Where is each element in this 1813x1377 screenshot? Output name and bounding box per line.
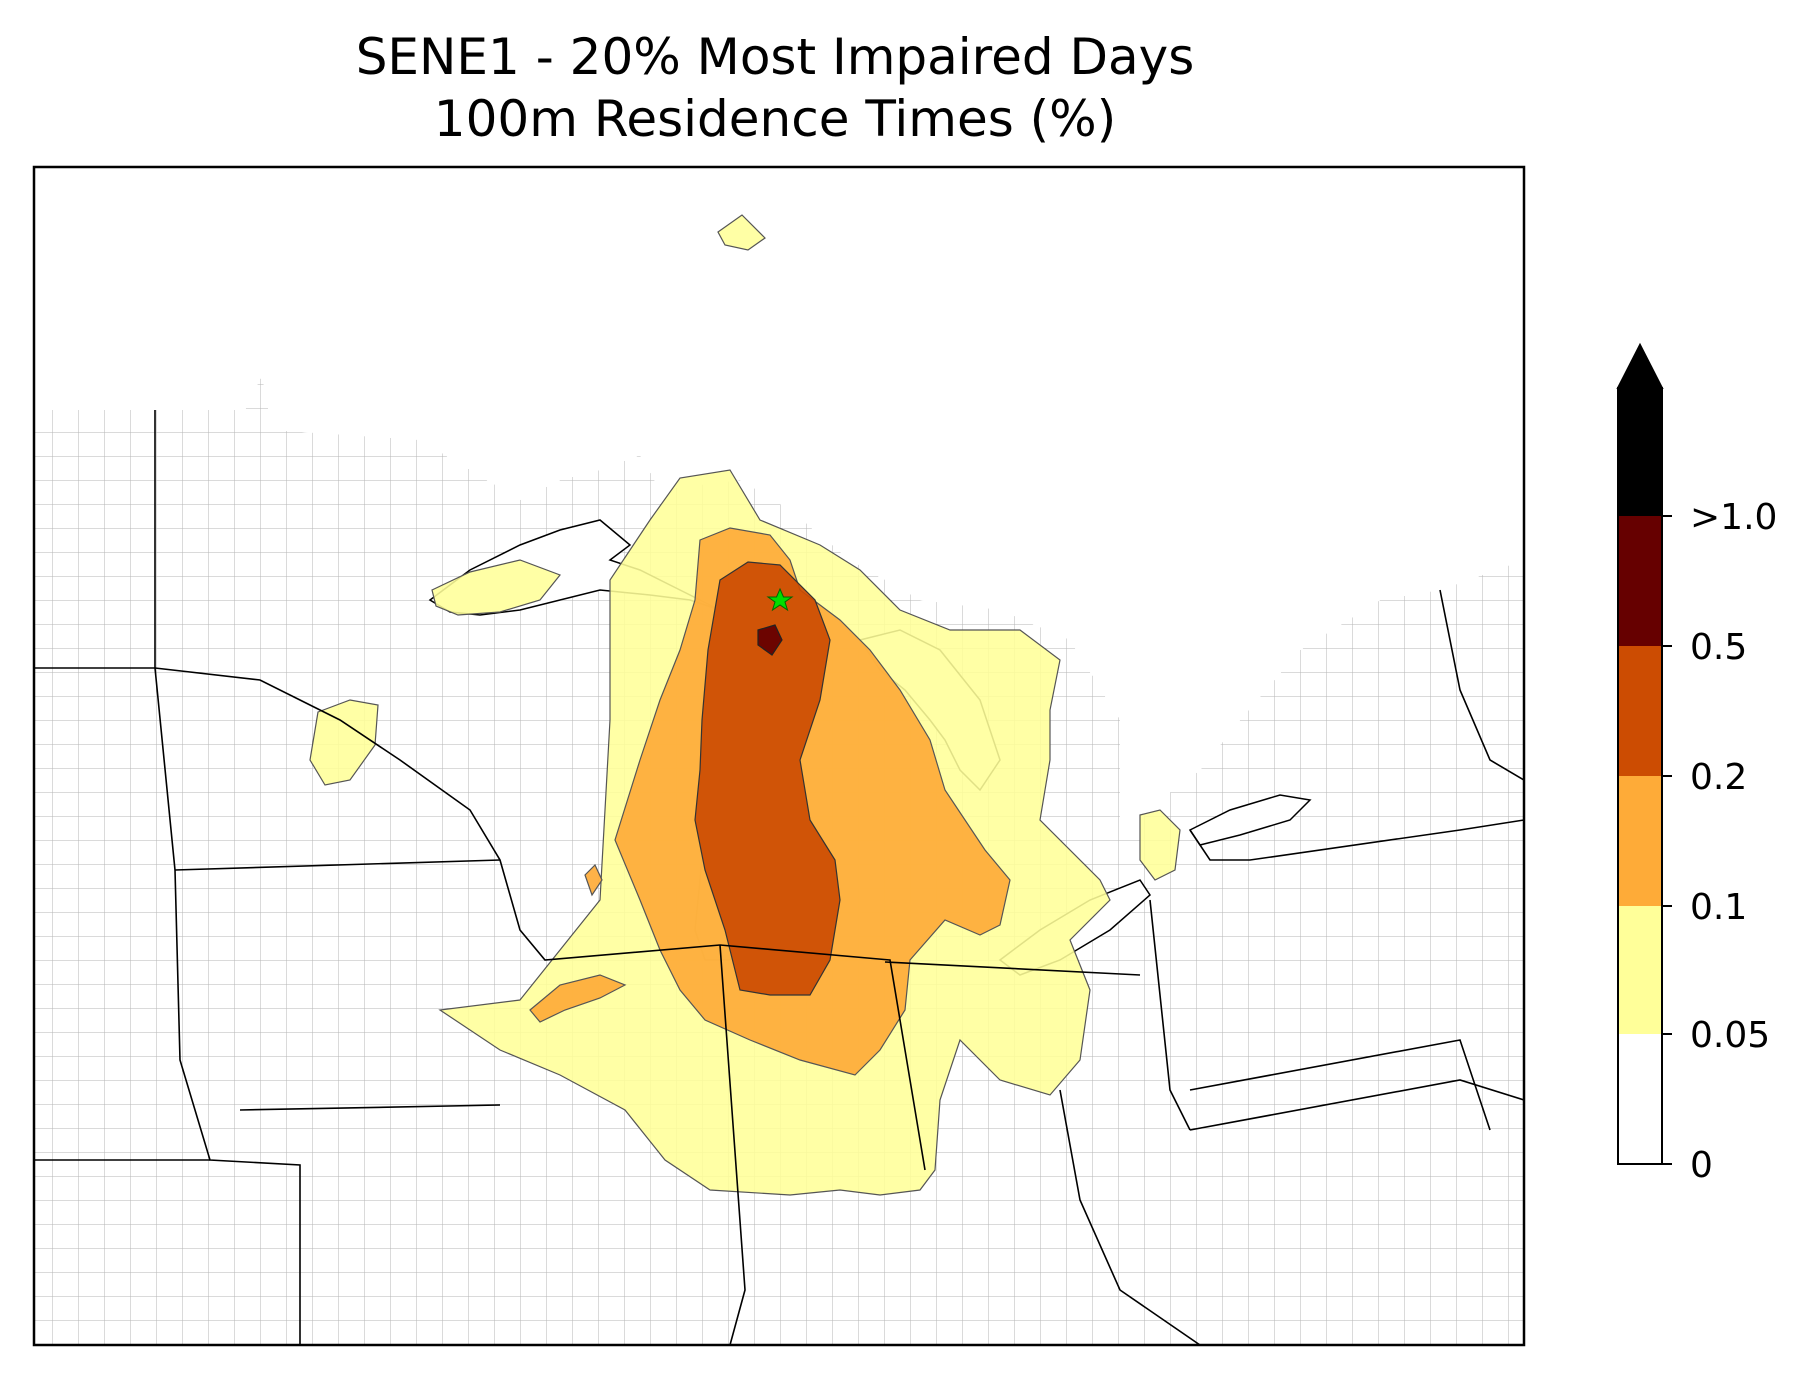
colorbar-label-0.2: 0.2 (1690, 757, 1748, 798)
contour-0.05-superior-west (431, 559, 561, 616)
map-title-line1: SENE1 - 20% Most Impaired Days (355, 28, 1195, 86)
colorbar-label-0: 0 (1690, 1145, 1713, 1186)
lake-ontario (1188, 794, 1312, 846)
colorbar-swatch-0.2 (1618, 646, 1662, 776)
receptor-site-star-icon (766, 587, 794, 612)
contour-0.05-erie (1139, 809, 1181, 881)
contour-0.05-ontario-island (717, 214, 766, 251)
contour-0.5 (757, 624, 783, 656)
map-title-line2: 100m Residence Times (%) (433, 90, 1117, 148)
colorbar-label-0.1: 0.1 (1690, 887, 1748, 928)
canada-region (34, 167, 1524, 840)
colorbar-ticks (1662, 515, 1672, 1165)
colorbar-label-0.05: 0.05 (1690, 1015, 1771, 1056)
colorbar-swatch-gt1 (1618, 388, 1662, 516)
colorbar-label-0.5: 0.5 (1690, 627, 1748, 668)
map-layers (34, 167, 1524, 1345)
colorbar-swatch-0.05 (1618, 906, 1662, 1034)
contour-0.1-wisconsin (584, 863, 603, 897)
colorbar-extend-arrow (1616, 342, 1664, 389)
contour-0.1-iowa (529, 974, 627, 1023)
colorbar-swatch-0 (1618, 1034, 1662, 1164)
colorbar (1616, 342, 1672, 1165)
colorbar-label-gt1: >1.0 (1690, 497, 1778, 538)
state-boundaries (34, 410, 1524, 1345)
contour-0.2 (694, 561, 841, 996)
colorbar-swatch-0.5 (1618, 516, 1662, 646)
map-frame-border (32, 165, 1526, 1347)
colorbar-swatch-0.1 (1618, 776, 1662, 906)
contour-0.05-minnesota (309, 699, 379, 786)
